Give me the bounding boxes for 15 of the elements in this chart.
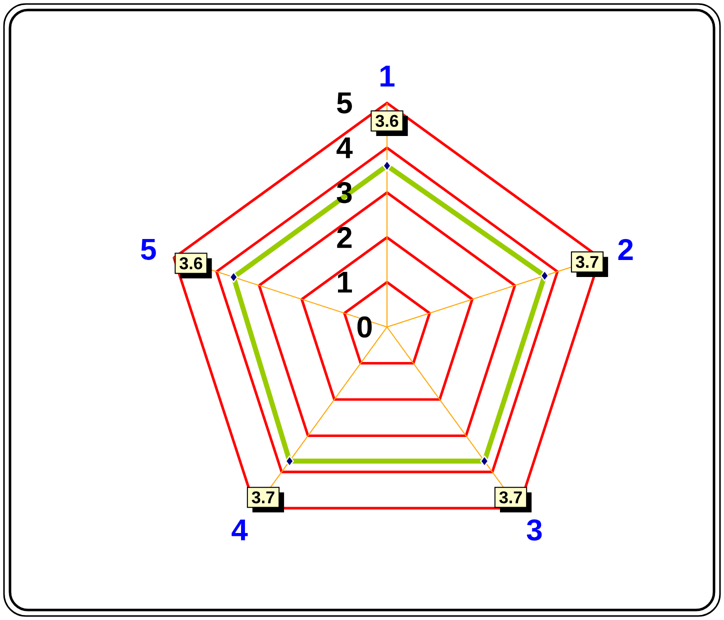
data-label: 3.6 (180, 257, 202, 270)
spoke-label: 4 (232, 520, 248, 540)
data-label: 3.6 (376, 114, 398, 127)
data-label: 3.7 (252, 491, 274, 504)
y-tick-label: 2 (337, 226, 352, 248)
spoke-label: 3 (526, 519, 542, 541)
spoke-label: 5 (140, 239, 156, 260)
data-label: 3.7 (576, 256, 598, 268)
spoke-label: 1 (380, 66, 395, 86)
y-tick-label: 0 (357, 316, 372, 338)
data-label: 3.7 (499, 491, 522, 504)
y-tick-label: 1 (338, 272, 352, 293)
y-tick-label: 5 (337, 92, 352, 114)
spoke-label: 2 (618, 238, 633, 260)
y-tick-label: 4 (336, 137, 353, 158)
